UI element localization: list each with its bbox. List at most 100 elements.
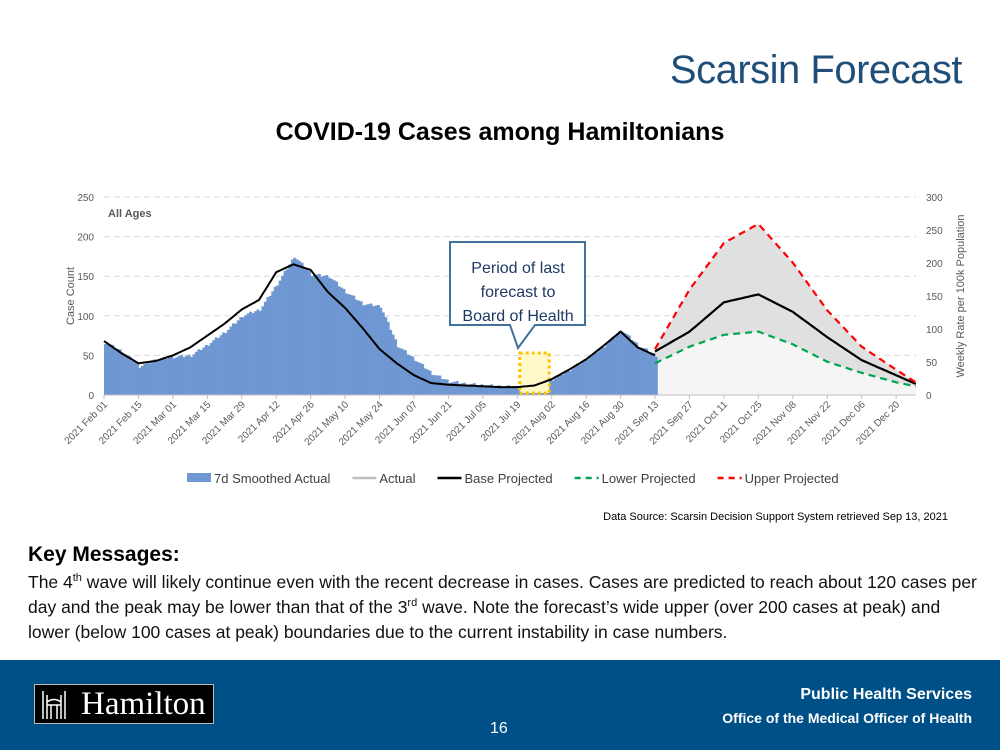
- bar: [197, 349, 201, 395]
- bar: [386, 321, 390, 395]
- y2-tick-label: 50: [926, 358, 938, 369]
- bar: [209, 342, 213, 395]
- bar: [288, 264, 292, 395]
- bar: [342, 288, 346, 395]
- bar: [177, 356, 181, 395]
- bar: [138, 367, 142, 395]
- bar: [470, 383, 474, 395]
- bar: [192, 354, 196, 395]
- legend-label: 7d Smoothed Actual: [214, 471, 330, 486]
- bar: [180, 354, 184, 395]
- bar: [613, 337, 616, 395]
- bar: [458, 383, 461, 395]
- bar: [652, 353, 656, 395]
- bar: [559, 373, 562, 395]
- bar: [202, 347, 206, 395]
- bar: [477, 385, 481, 395]
- bar: [625, 334, 629, 395]
- bar: [436, 375, 439, 395]
- bar: [318, 273, 321, 395]
- series-upper-projected: [654, 222, 917, 384]
- bar: [313, 275, 316, 395]
- bar: [359, 301, 363, 395]
- y2-tick-label: 200: [926, 259, 943, 270]
- bar: [549, 379, 553, 395]
- y2-axis-label: Weekly Rate per 100k Population: [955, 214, 967, 377]
- callout-text: Period of last forecast to Board of Health: [462, 260, 573, 325]
- bar: [396, 347, 400, 395]
- bar: [258, 310, 262, 395]
- bar: [290, 259, 294, 395]
- bar: [640, 347, 644, 395]
- bar: [618, 331, 621, 395]
- bar: [401, 349, 405, 395]
- bar: [143, 363, 147, 395]
- bar: [332, 280, 336, 395]
- bar: [190, 356, 193, 395]
- key-messages-text: The 4th wave will likely continue even w…: [28, 570, 978, 645]
- bar: [244, 315, 247, 395]
- series-base-projected: [654, 293, 917, 385]
- bar: [293, 257, 297, 395]
- y-tick-label: 250: [77, 193, 94, 204]
- bar: [372, 306, 375, 395]
- bar: [650, 352, 653, 395]
- bar: [512, 386, 516, 395]
- bar: [305, 269, 309, 395]
- bar: [140, 365, 144, 395]
- legend-swatch: [187, 473, 211, 482]
- bar: [335, 281, 338, 395]
- bar: [598, 349, 602, 395]
- bar: [246, 313, 250, 395]
- bar: [251, 313, 255, 395]
- bar: [158, 359, 161, 395]
- bar: [475, 385, 479, 395]
- bar: [104, 344, 107, 395]
- bar: [384, 317, 388, 395]
- bar: [227, 329, 230, 395]
- bar: [330, 278, 334, 395]
- bar: [212, 340, 215, 395]
- chart: 0 50 100 150 200 250 0 50 100 150 200 250 300 Case Co…: [63, 193, 967, 486]
- bar: [438, 375, 442, 395]
- km-part: The 4: [28, 572, 73, 592]
- bar: [647, 352, 651, 395]
- bar: [263, 301, 267, 395]
- y-axis-label: Case Count: [65, 267, 77, 325]
- bar: [204, 344, 208, 395]
- bar: [182, 357, 186, 395]
- legend-label: Base Projected: [465, 471, 553, 486]
- bar: [406, 354, 410, 395]
- bar: [131, 360, 134, 395]
- bar: [207, 345, 211, 395]
- bar: [170, 356, 174, 395]
- bar: [596, 352, 599, 395]
- bar: [308, 271, 311, 395]
- bar: [448, 382, 452, 395]
- bar: [276, 285, 279, 395]
- bar: [514, 386, 518, 395]
- bar: [286, 269, 289, 395]
- bar: [357, 300, 361, 395]
- bar: [278, 280, 282, 395]
- bar: [214, 337, 218, 395]
- bar: [620, 331, 624, 395]
- bar: [249, 311, 252, 395]
- bar: [219, 335, 223, 395]
- bar: [551, 380, 555, 395]
- bar: [591, 354, 594, 395]
- y-tick-label: 0: [88, 391, 94, 402]
- logo-text: Hamilton: [81, 686, 206, 722]
- bar: [465, 385, 469, 395]
- bar: [310, 276, 314, 395]
- bar: [224, 333, 228, 395]
- y2-tick-label: 100: [926, 325, 943, 336]
- bar: [150, 361, 154, 395]
- bar: [155, 360, 159, 395]
- bar: [128, 356, 132, 395]
- callout-box: [449, 241, 586, 351]
- bar: [627, 335, 631, 395]
- bar: [354, 299, 358, 395]
- bar: [404, 350, 407, 395]
- bar: [187, 354, 191, 395]
